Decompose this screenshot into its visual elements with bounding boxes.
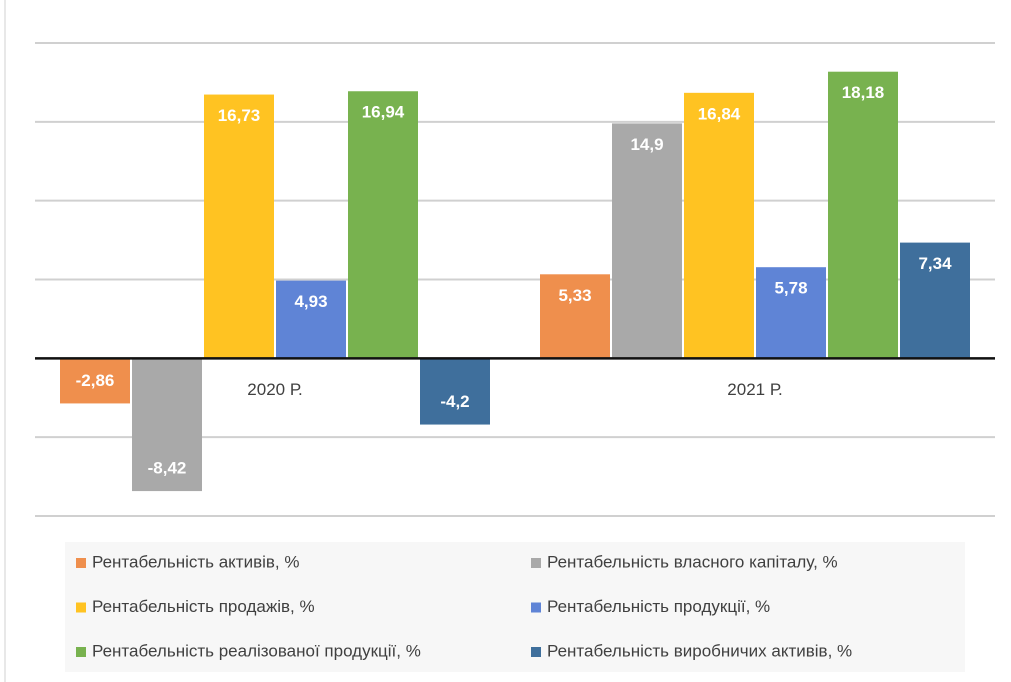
legend-label: Рентабельність продажів, % xyxy=(92,597,315,616)
bar xyxy=(60,358,130,404)
legend-marker xyxy=(531,558,541,568)
legend-label: Рентабельність реалізованої продукції, % xyxy=(92,641,421,660)
legend-marker xyxy=(76,602,86,613)
data-label: 4,93 xyxy=(294,292,327,311)
legend-label: Рентабельність власного капіталу, % xyxy=(547,552,838,571)
x-tick-label: 2020 Р. xyxy=(247,380,302,399)
legend-label: Рентабельність виробничих активів, % xyxy=(547,641,852,660)
legend-marker xyxy=(76,558,86,568)
bar xyxy=(348,91,418,359)
data-label: 18,18 xyxy=(842,83,885,102)
bar xyxy=(204,94,274,359)
data-label: -8,42 xyxy=(148,459,187,478)
bar xyxy=(612,123,682,359)
data-label: 14,9 xyxy=(630,135,663,154)
legend-box xyxy=(65,542,965,672)
legend-marker xyxy=(76,647,86,657)
data-label: 5,33 xyxy=(558,286,591,305)
bar xyxy=(684,92,754,359)
bar xyxy=(540,274,610,359)
bar xyxy=(756,267,826,359)
data-label: -4,2 xyxy=(440,392,469,411)
legend-marker xyxy=(531,602,541,613)
data-label: 7,34 xyxy=(918,254,952,273)
data-label: 16,84 xyxy=(698,104,741,123)
legend-label: Рентабельність продукції, % xyxy=(547,597,770,616)
bar xyxy=(132,358,202,492)
legend-marker xyxy=(531,647,541,657)
data-label: -2,86 xyxy=(76,371,115,390)
bar xyxy=(276,280,346,359)
data-label: 16,73 xyxy=(218,106,261,125)
x-tick-label: 2021 Р. xyxy=(727,380,782,399)
data-label: 5,78 xyxy=(774,279,807,298)
bar xyxy=(828,71,898,359)
data-label: 16,94 xyxy=(362,103,405,122)
legend-label: Рентабельність активів, % xyxy=(92,552,300,571)
bar xyxy=(420,358,490,425)
bar xyxy=(900,242,970,359)
